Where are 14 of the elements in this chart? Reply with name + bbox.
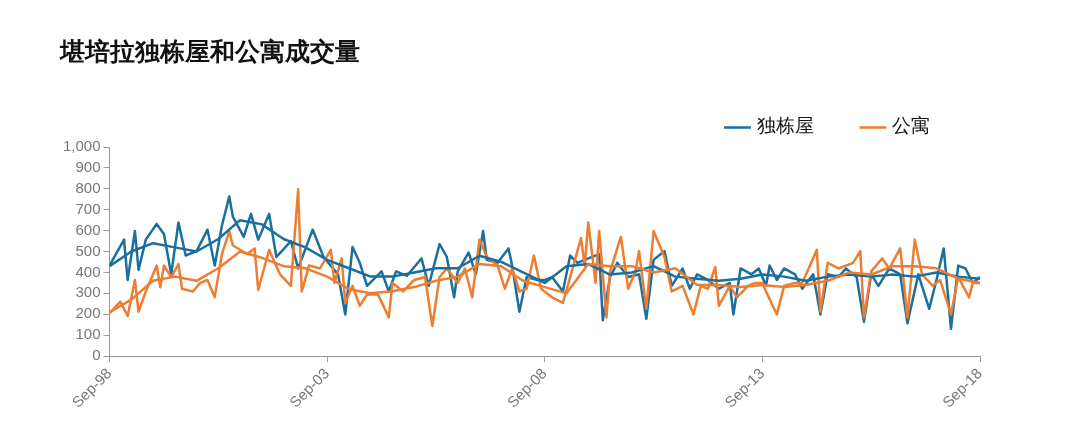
y-tick-label: 600 [75, 220, 101, 238]
legend-label: 独栋屋 [756, 114, 814, 137]
y-tick-label: 700 [75, 199, 101, 217]
y-tick-label: 500 [75, 241, 101, 259]
y-tick-label: 300 [75, 283, 101, 301]
legend-label: 公寓 [892, 114, 930, 137]
y-tick-label: 800 [75, 178, 101, 196]
y-tick-label: 0 [92, 346, 101, 364]
y-tick-label: 900 [75, 158, 101, 176]
chart-title: 堪培拉独栋屋和公寓成交量 [59, 36, 360, 66]
y-tick-label: 200 [75, 304, 101, 322]
y-tick-label: 100 [75, 325, 101, 343]
y-tick-label: 1,000 [62, 137, 101, 155]
y-tick-label: 400 [75, 262, 101, 280]
